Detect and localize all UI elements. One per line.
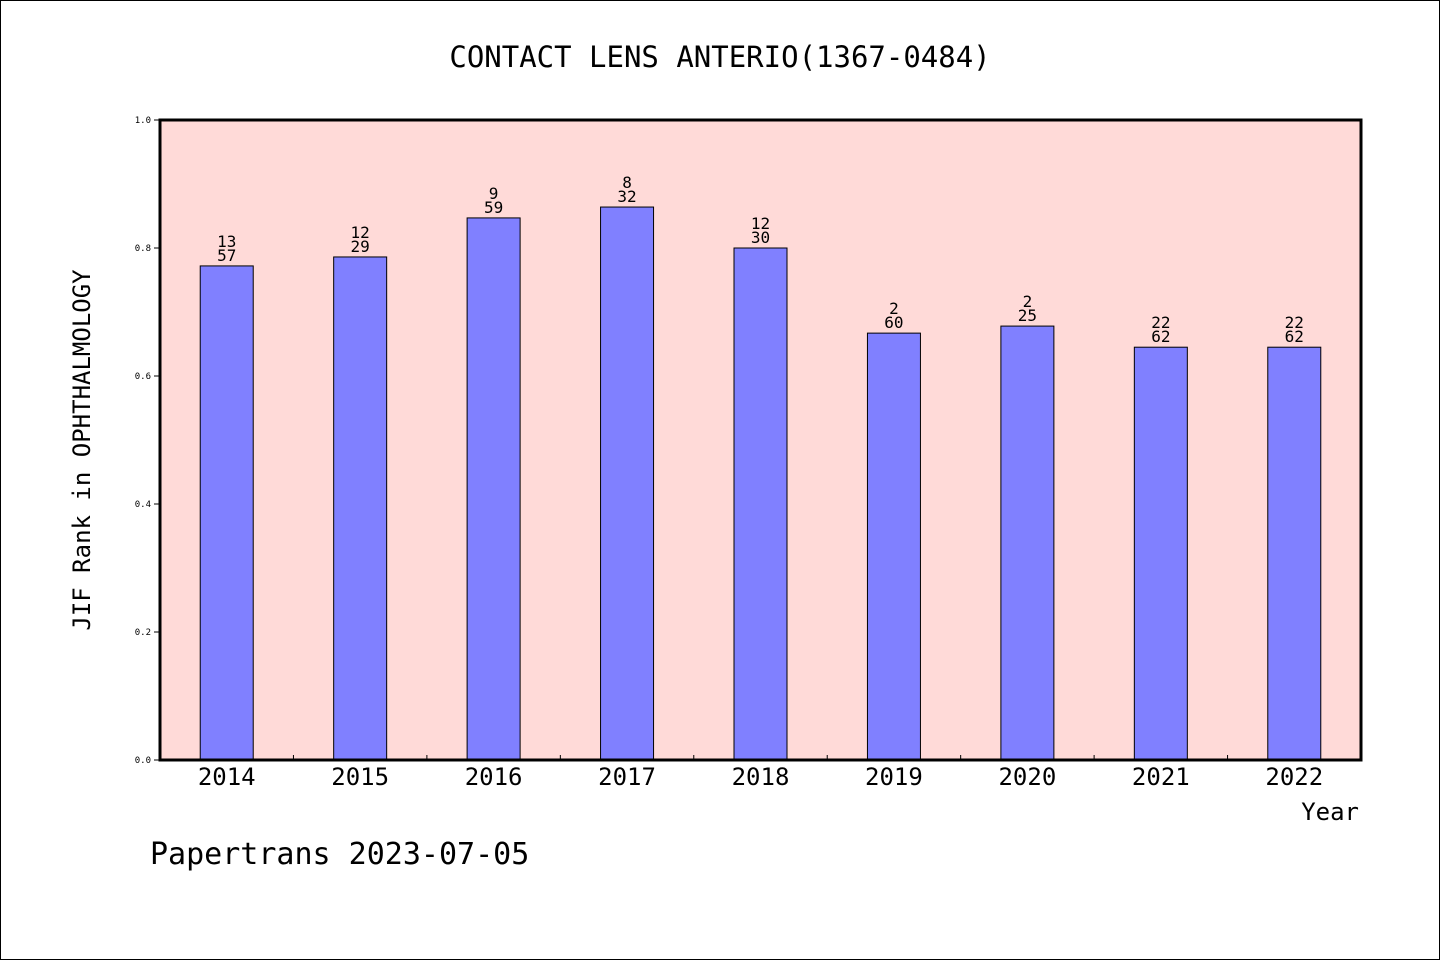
y-tick-label: 0.4 [135,500,151,510]
x-axis-label: Year [1301,798,1359,826]
chart-title: CONTACT LENS ANTERIO(1367-0484) [449,40,990,74]
bar [466,217,521,761]
bar [733,247,788,761]
bar [199,265,254,761]
bar-total-label: 59 [484,198,503,217]
bar [600,206,655,761]
y-axis-label: JIF Rank in OPHTHALMOLOGY [68,269,96,631]
bar-total-label: 25 [1018,306,1037,325]
y-tick-label: 1.0 [135,116,151,126]
bar-total-label: 62 [1285,327,1304,346]
bar-rank-label: 9 [489,184,499,203]
y-tick-label: 0.2 [135,628,151,638]
x-tick-label: 2015 [331,763,389,791]
bar-rank-label: 12 [751,214,770,233]
bar-total-label: 29 [351,237,370,256]
bar-rank-label: 2 [1023,292,1033,311]
plot-border [158,118,1363,762]
bar-rank-label: 12 [351,223,370,242]
bar-total-label: 62 [1151,327,1170,346]
bar [333,256,388,761]
y-tick-label: 0.0 [135,756,151,766]
bar [1000,325,1055,761]
bar-total-label: 60 [884,313,903,332]
y-tick-label: 0.6 [135,372,151,382]
bar-rank-label: 22 [1151,313,1170,332]
y-tick-label: 0.8 [135,244,151,254]
x-tick-label: 2020 [998,763,1056,791]
bar-total-label: 30 [751,228,770,247]
bar-total-label: 57 [217,246,236,265]
bar-rank-label: 2 [889,299,899,318]
x-tick-label: 2016 [465,763,523,791]
footer-text: Papertrans 2023-07-05 [150,837,529,872]
bar-total-label: 32 [617,187,636,206]
bar-rank-label: 22 [1285,313,1304,332]
bar [1133,346,1188,761]
x-tick-label: 2017 [598,763,656,791]
bar [1267,346,1322,761]
bar [866,332,921,761]
x-tick-label: 2022 [1265,763,1323,791]
x-tick-label: 2019 [865,763,923,791]
x-tick-label: 2021 [1132,763,1190,791]
bar-rank-label: 8 [622,173,632,192]
x-tick-label: 2014 [198,763,256,791]
x-tick-label: 2018 [732,763,790,791]
bar-rank-label: 13 [217,232,236,251]
